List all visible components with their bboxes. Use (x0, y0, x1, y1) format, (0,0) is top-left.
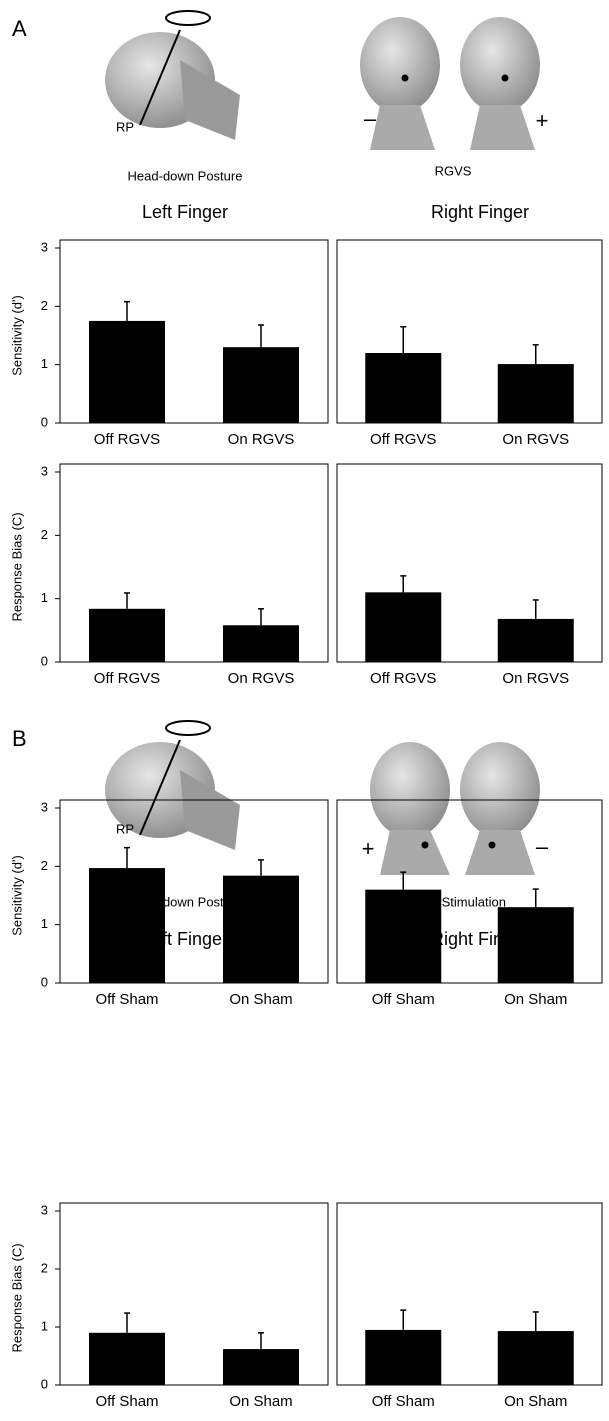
electrode-sign: + (536, 108, 549, 133)
x-tick-label: On RGVS (228, 670, 295, 687)
bar (223, 876, 299, 983)
bar (89, 868, 165, 983)
x-tick-label: Off RGVS (370, 431, 436, 448)
y-tick-label: 1 (41, 916, 48, 931)
y-tick-label: 3 (41, 239, 48, 254)
bar (498, 1331, 574, 1385)
y-tick-label: 3 (41, 1202, 48, 1217)
bar (223, 347, 299, 423)
rgvs-heads (360, 17, 540, 150)
column-title: Left Finger (142, 202, 228, 222)
y-tick-label: 0 (41, 414, 48, 429)
y-tick-label: 2 (41, 1260, 48, 1275)
stimulation-label: RGVS (435, 163, 472, 178)
bar (365, 1330, 441, 1385)
bar (223, 1349, 299, 1385)
illustrations (105, 11, 540, 875)
y-axis-label: Sensitivity (d') (9, 295, 24, 376)
bar (89, 1333, 165, 1385)
x-tick-label: Off RGVS (94, 431, 160, 448)
y-tick-label: 0 (41, 1376, 48, 1391)
panel-label: B (12, 726, 27, 751)
y-tick-label: 1 (41, 1318, 48, 1333)
electrode-sign: – (364, 106, 377, 131)
y-tick-label: 2 (41, 858, 48, 873)
x-tick-label: Off Sham (95, 1393, 158, 1410)
x-tick-label: Off RGVS (370, 670, 436, 687)
bar (89, 609, 165, 662)
bar (498, 907, 574, 983)
y-tick-label: 2 (41, 527, 48, 542)
x-tick-label: On RGVS (228, 431, 295, 448)
x-tick-label: On Sham (504, 1393, 567, 1410)
x-tick-label: On RGVS (502, 431, 569, 448)
bar (365, 353, 441, 423)
y-tick-label: 3 (41, 799, 48, 814)
y-axis-label: Response Bias (C) (9, 512, 24, 621)
electrode-sign: – (536, 834, 549, 859)
y-tick-label: 1 (41, 590, 48, 605)
x-tick-label: Off Sham (372, 1393, 435, 1410)
y-tick-label: 2 (41, 298, 48, 313)
y-axis-label: Response Bias (C) (9, 1243, 24, 1352)
bar (89, 321, 165, 423)
sham-heads (370, 742, 540, 875)
bar (365, 890, 441, 983)
panel-label: A (12, 16, 27, 41)
bar (365, 592, 441, 662)
y-tick-label: 0 (41, 974, 48, 989)
posture-label: Head-down Posture (128, 168, 243, 183)
rp-label: RP (116, 119, 134, 134)
bar (498, 619, 574, 662)
x-tick-label: On Sham (229, 991, 292, 1008)
electrode-sign: + (362, 836, 375, 861)
x-tick-label: On RGVS (502, 670, 569, 687)
x-tick-label: On Sham (229, 1393, 292, 1410)
y-axis-label: Sensitivity (d') (9, 855, 24, 936)
rp-label: RP (116, 821, 134, 836)
y-tick-label: 3 (41, 463, 48, 478)
x-tick-label: Off RGVS (94, 670, 160, 687)
x-tick-label: Off Sham (95, 991, 158, 1008)
figure: A RP Head-down Posture RGVS – + Left Finger Rig… (0, 0, 609, 1421)
column-title: Right Finger (431, 202, 529, 222)
y-tick-label: 0 (41, 653, 48, 668)
y-tick-label: 1 (41, 356, 48, 371)
x-tick-label: Off Sham (372, 991, 435, 1008)
x-tick-label: On Sham (504, 991, 567, 1008)
bar (498, 364, 574, 423)
bar (223, 625, 299, 662)
